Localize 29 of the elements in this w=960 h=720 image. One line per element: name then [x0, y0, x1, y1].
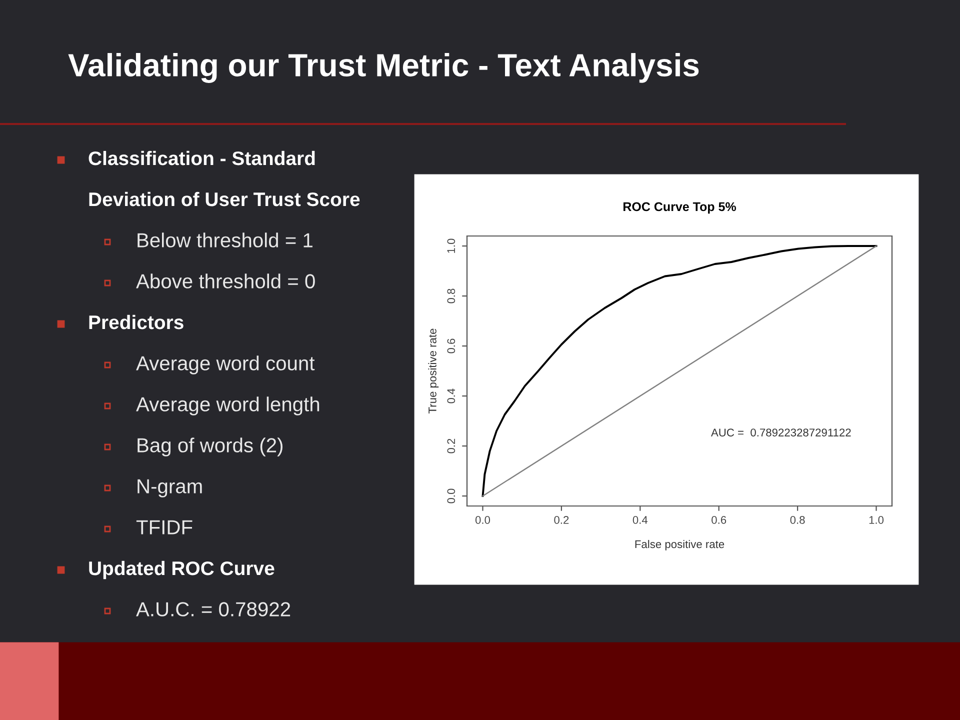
- text: Average word length: [136, 396, 320, 416]
- text: A.U.C. = 0.78922: [136, 602, 290, 616]
- x-tick-label: 0.0: [475, 516, 490, 524]
- x-tick-label: 0.4: [632, 516, 648, 524]
- text: Deviation of User Trust Score: [89, 192, 360, 206]
- text: TFIDF: [136, 520, 192, 534]
- y-tick-label: 0.2: [447, 438, 456, 454]
- text: Predictors: [89, 314, 184, 330]
- text: Classification - Standard: [88, 150, 315, 166]
- y-tick-label: 0.8: [447, 288, 456, 304]
- x-tick-label: 0.8: [790, 516, 805, 524]
- x-tick-label: 0.2: [554, 516, 569, 524]
- annotation: AUC = 0.789223287291122: [711, 428, 851, 436]
- y-tick-label: 1.0: [447, 238, 456, 253]
- y-tick-label: 0.0: [447, 488, 456, 504]
- y-tick-label: 0.6: [447, 338, 456, 354]
- chart-subtitle: Validating our Trust Metric - Text Analysis: [68, 53, 699, 83]
- text: Updated ROC Curve: [89, 560, 274, 580]
- y-axis-title: True positive rate: [428, 328, 439, 414]
- x-tick-label: 0.6: [712, 516, 726, 524]
- text: Bag of words (2): [138, 438, 282, 456]
- text: Average word count: [136, 356, 315, 374]
- text: Below threshold = 1: [138, 232, 312, 248]
- text: N-gram: [138, 479, 202, 498]
- text: Above threshold = 0: [136, 274, 315, 288]
- x-axis-title: False positive rate: [635, 540, 724, 550]
- x-tick-label: 1.0: [869, 516, 884, 524]
- chart-title: ROC Curve Top 5%: [624, 202, 736, 214]
- y-tick-label: 0.4: [447, 388, 456, 404]
